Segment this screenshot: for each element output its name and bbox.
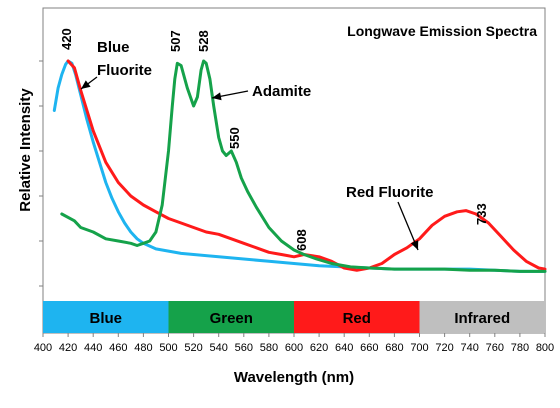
x-tick-label: 760: [486, 342, 504, 354]
series-label: Adamite: [252, 83, 311, 100]
band-green: [168, 301, 294, 333]
band-label: Red: [343, 310, 371, 327]
x-tick-label: 640: [335, 342, 353, 354]
x-tick-label: 400: [34, 342, 52, 354]
x-tick-label: 700: [410, 342, 428, 354]
x-tick-label: 540: [210, 342, 228, 354]
peak-label: 733: [474, 203, 489, 225]
plot-border: [42, 7, 546, 334]
band-label: Blue: [89, 310, 122, 327]
x-tick-label: 620: [310, 342, 328, 354]
peak-label: 608: [294, 229, 309, 251]
x-tick-label: 560: [235, 342, 253, 354]
x-tick-label: 580: [260, 342, 278, 354]
peak-label: 420: [59, 28, 74, 50]
x-tick-label: 740: [461, 342, 479, 354]
x-tick-label: 420: [59, 342, 77, 354]
arrowhead: [410, 240, 419, 250]
x-tick-label: 480: [134, 342, 152, 354]
arrowhead: [81, 80, 91, 89]
series-line-adamite: [60, 59, 547, 273]
peak-label: 507: [168, 30, 183, 52]
peak-label: 528: [196, 30, 211, 52]
x-tick-label: 680: [385, 342, 403, 354]
series-label: Fluorite: [97, 62, 152, 79]
peak-label: 550: [227, 127, 242, 149]
series-label: Red Fluorite: [346, 184, 434, 201]
x-tick-label: 500: [159, 342, 177, 354]
x-axis-title: Wavelength (nm): [234, 369, 354, 386]
band-label: Infrared: [454, 310, 510, 327]
x-tick-label: 780: [511, 342, 529, 354]
band-infrared: [419, 301, 545, 333]
arrowhead: [212, 92, 222, 101]
x-tick-label: 460: [109, 342, 127, 354]
band-blue: [43, 301, 169, 333]
x-tick-label: 520: [184, 342, 202, 354]
chart-title: Longwave Emission Spectra: [347, 23, 537, 39]
x-tick-label: 660: [360, 342, 378, 354]
x-tick-label: 720: [435, 342, 453, 354]
band-label: Green: [210, 310, 253, 327]
x-tick-label: 440: [84, 342, 102, 354]
y-axis-title: Relative Intensity: [17, 88, 34, 212]
x-tick-label: 800: [536, 342, 554, 354]
x-tick-label: 600: [285, 342, 303, 354]
band-red: [294, 301, 420, 333]
series-label: Blue: [97, 39, 130, 56]
